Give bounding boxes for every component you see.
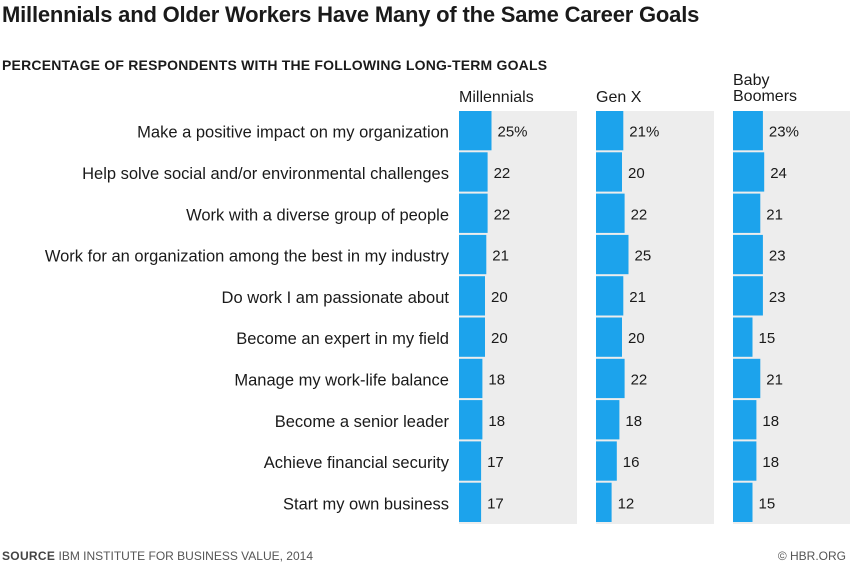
- data-label: 22: [631, 371, 648, 388]
- bar: [733, 482, 753, 522]
- data-label: 23: [769, 248, 786, 265]
- data-label: 21: [629, 289, 646, 306]
- bar: [733, 358, 761, 399]
- data-label: 23: [769, 289, 786, 306]
- bar: [733, 234, 763, 275]
- bar: [596, 152, 622, 192]
- chart-title: Millennials and Older Workers Have Many …: [2, 2, 700, 27]
- bar: [459, 358, 483, 399]
- data-label: 25%: [498, 124, 528, 141]
- bar: [459, 193, 488, 233]
- data-label: 18: [488, 371, 505, 388]
- source-label: SOURCE: [2, 549, 56, 563]
- category-label: Work with a diverse group of people: [186, 206, 449, 224]
- bar: [733, 111, 763, 151]
- source-text: IBM INSTITUTE FOR BUSINESS VALUE, 2014: [58, 549, 313, 563]
- bar: [596, 441, 617, 481]
- bar: [596, 234, 629, 275]
- bar: [596, 111, 624, 151]
- bar: [733, 152, 765, 192]
- data-label: 20: [628, 330, 645, 347]
- category-label: Make a positive impact on my organizatio…: [137, 124, 449, 142]
- series-header-millennials: Millennials: [459, 89, 534, 106]
- bar: [459, 152, 488, 192]
- source-note: SOURCE IBM INSTITUTE FOR BUSINESS VALUE,…: [2, 549, 313, 563]
- data-label: 22: [631, 206, 648, 223]
- data-label: 22: [494, 165, 511, 182]
- bar: [459, 111, 492, 151]
- credit: © HBR.ORG: [777, 549, 846, 563]
- data-label: 21: [492, 248, 509, 265]
- data-label: 20: [491, 330, 508, 347]
- bar: [733, 400, 757, 440]
- data-label: 18: [488, 413, 505, 430]
- category-label: Start my own business: [283, 495, 449, 513]
- bar: [459, 276, 485, 316]
- bar: [733, 441, 757, 481]
- bar: [596, 482, 612, 522]
- bar: [459, 482, 482, 522]
- data-label: 21: [766, 206, 783, 223]
- category-label: Become a senior leader: [275, 413, 450, 431]
- series-header-baby-boomers: Baby Boomers: [733, 72, 798, 105]
- data-label: 20: [628, 165, 645, 182]
- data-label: 12: [618, 495, 635, 512]
- data-label: 17: [487, 495, 504, 512]
- bar: [459, 317, 485, 357]
- category-label: Manage my work-life balance: [234, 371, 449, 389]
- bar: [459, 234, 487, 275]
- bar: [459, 441, 482, 481]
- bar: [733, 276, 763, 316]
- category-label: Work for an organization among the best …: [45, 248, 450, 266]
- series-header-gen-x: Gen X: [596, 89, 642, 106]
- category-label: Become an expert in my field: [236, 330, 449, 348]
- bar: [596, 193, 625, 233]
- bar: [596, 358, 625, 399]
- data-label: 21%: [629, 124, 659, 141]
- data-label: 15: [759, 330, 776, 347]
- bar: [596, 400, 620, 440]
- data-label: 16: [623, 454, 640, 471]
- bar: [596, 276, 624, 316]
- bar: [733, 317, 753, 357]
- data-label: 18: [762, 454, 779, 471]
- data-label: 15: [759, 495, 776, 512]
- data-label: 21: [766, 371, 783, 388]
- data-label: 24: [770, 165, 787, 182]
- data-label: 18: [762, 413, 779, 430]
- data-label: 20: [491, 289, 508, 306]
- data-label: 17: [487, 454, 504, 471]
- data-label: 22: [494, 206, 511, 223]
- bar: [596, 317, 622, 357]
- category-label: Help solve social and/or environmental c…: [82, 165, 449, 183]
- bar: [459, 400, 483, 440]
- chart-subtitle: PERCENTAGE OF RESPONDENTS WITH THE FOLLO…: [2, 57, 548, 73]
- data-label: 23%: [769, 124, 799, 141]
- data-label: 18: [625, 413, 642, 430]
- bar: [733, 193, 761, 233]
- data-label: 25: [635, 248, 652, 265]
- category-label: Achieve financial security: [264, 454, 450, 472]
- category-label: Do work I am passionate about: [222, 289, 450, 307]
